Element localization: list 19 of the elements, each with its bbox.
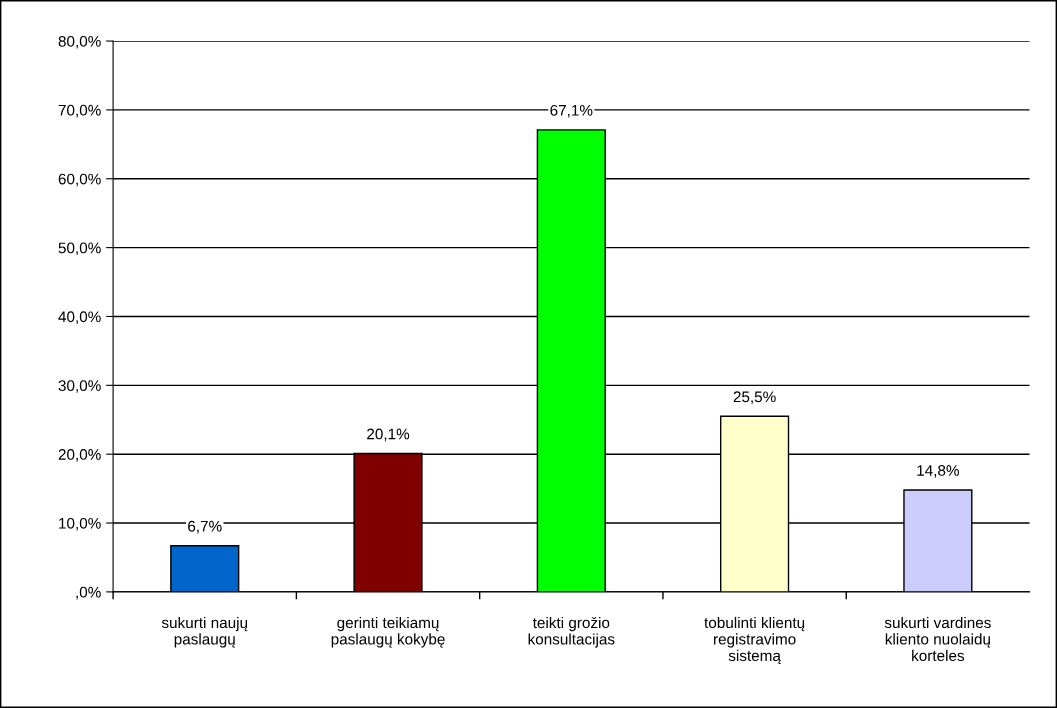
y-tick-label: 50,0% [58,242,101,256]
data-label: 14,8% [917,465,959,478]
data-label: 6,7% [188,520,222,534]
x-tick-label: teikti grožio konsultacijas [528,616,615,648]
y-tick-label: 60,0% [58,173,101,187]
y-tick-label: 30,0% [58,380,101,393]
data-label: 67,1% [550,104,593,118]
x-tick-label: sukurti vardines kliento nuolaidų korteles [884,616,991,662]
data-label: 25,5% [733,391,776,404]
data-label: 20,1% [367,428,410,442]
y-tick-label: 10,0% [59,517,101,531]
y-tick-label: 70,0% [58,104,101,118]
y-tick-label: 80,0% [58,35,101,49]
y-tick-label: ,0% [76,586,101,600]
x-tick-label: gerinti teikiamų paslaugų kokybę [331,616,445,648]
x-tick-label: sukurti naujų paslaugų [161,616,248,648]
y-tick-label: 40,0% [58,311,101,324]
y-tick-label: 20,0% [58,449,101,462]
x-tick-label: tobulinti klientų registravimo sistemą [704,616,805,665]
